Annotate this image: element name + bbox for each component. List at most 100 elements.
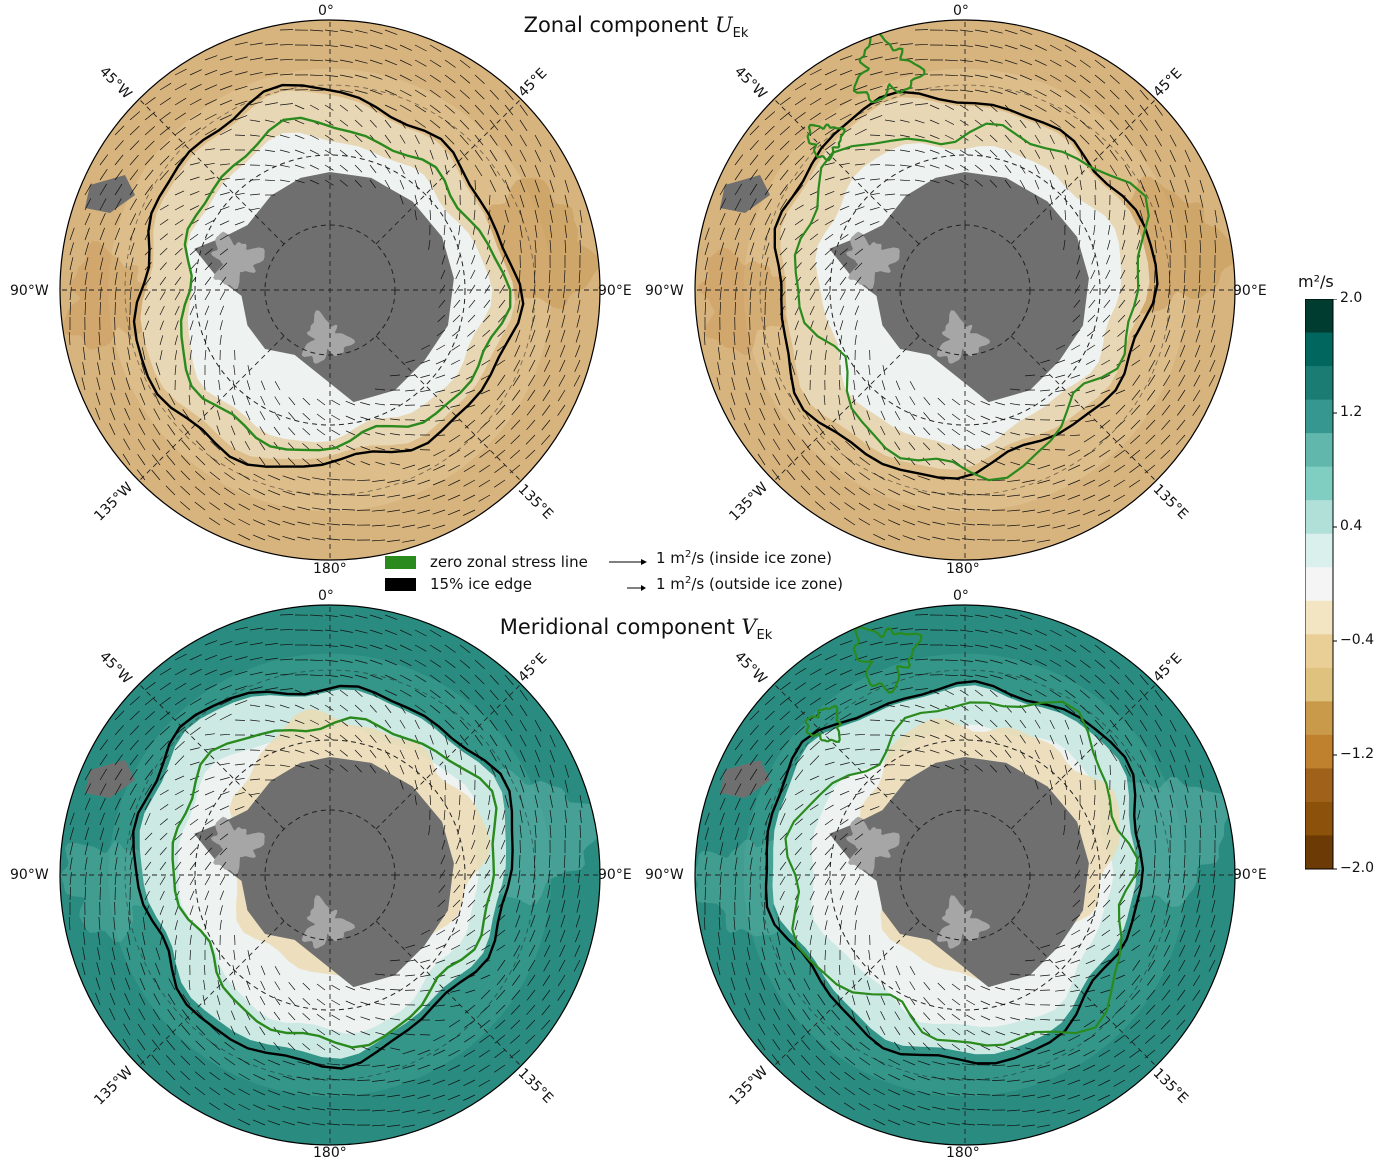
wind-vector <box>734 739 744 751</box>
wind-vector <box>360 446 371 451</box>
wind-vector <box>1129 1034 1141 1044</box>
wind-vector <box>372 1079 386 1082</box>
wind-vector <box>844 1071 856 1081</box>
wind-vector <box>432 1064 446 1071</box>
wind-vector <box>809 861 817 871</box>
wind-vector <box>745 977 751 991</box>
wind-vector <box>772 1039 781 1051</box>
wind-vector <box>264 43 278 46</box>
wind-vector <box>504 164 512 177</box>
wind-vector <box>1183 854 1186 869</box>
wind-vector <box>224 487 236 496</box>
wind-vector <box>974 164 984 172</box>
wind-vector <box>253 488 266 496</box>
wind-vector <box>450 404 461 408</box>
wind-vector <box>895 380 901 391</box>
wind-vector <box>1004 644 1018 650</box>
wind-vector <box>873 1073 886 1081</box>
wind-vector <box>309 74 324 77</box>
wind-vector <box>839 733 850 736</box>
wind-vector <box>159 97 171 106</box>
wind-vector <box>824 350 827 361</box>
wind-vector <box>794 141 805 151</box>
wind-vector <box>327 1108 341 1111</box>
wind-vector <box>114 242 120 256</box>
wind-vector <box>824 83 837 91</box>
wind-vector <box>1181 899 1186 913</box>
wind-vector <box>749 227 756 241</box>
colorbar-level <box>1305 533 1333 568</box>
wind-vector <box>734 169 743 181</box>
wind-vector <box>859 1057 871 1066</box>
wind-vector <box>844 1056 856 1066</box>
wind-vector <box>1178 959 1186 972</box>
wind-vector <box>576 899 581 913</box>
wind-vector <box>1085 404 1096 408</box>
wind-vector <box>112 347 116 361</box>
wind-vector <box>779 725 790 736</box>
wind-vector <box>189 697 202 706</box>
wind-vector <box>203 379 206 391</box>
wind-vector <box>974 629 988 633</box>
wind-vector <box>219 114 232 121</box>
wind-vector <box>899 102 913 106</box>
wind-vector <box>202 410 206 421</box>
wind-vector <box>195 1056 206 1066</box>
wind-vector <box>519 749 526 762</box>
wind-vector <box>558 374 566 387</box>
wind-vector <box>99 183 107 196</box>
wind-vector <box>1079 194 1082 206</box>
wind-vector <box>110 377 116 391</box>
wind-vector <box>733 916 736 931</box>
wind-vector <box>481 359 491 366</box>
wind-vector <box>1070 944 1081 950</box>
wind-vector <box>734 154 744 166</box>
wind-vector <box>249 134 260 137</box>
wind-vector <box>511 404 521 416</box>
wind-vector <box>136 469 146 481</box>
wind-vector <box>717 362 721 376</box>
wind-vector <box>1007 494 1021 497</box>
wind-vector <box>339 644 353 648</box>
wind-vector <box>451 344 461 351</box>
wind-vector <box>204 113 217 121</box>
wind-vector <box>114 272 118 286</box>
wind-vector <box>159 905 164 916</box>
wind-vector <box>1184 209 1188 223</box>
wind-vector <box>174 668 187 676</box>
wind-vector <box>216 410 221 421</box>
wind-vector <box>316 1013 326 1021</box>
wind-vector <box>839 654 853 661</box>
wind-vector <box>219 684 233 691</box>
wind-vector <box>1139 704 1148 716</box>
legend-arrow-outside-label: 1 m2/s (outside ice zone) <box>656 575 843 593</box>
wind-vector <box>189 654 202 661</box>
wind-vector <box>776 362 781 376</box>
wind-vector <box>151 1054 161 1066</box>
wind-vector <box>1197 284 1201 298</box>
wind-vector <box>204 262 213 271</box>
wind-vector <box>801 439 811 451</box>
wind-vector <box>159 804 169 811</box>
wind-vector <box>129 272 133 286</box>
wind-vector <box>249 642 263 646</box>
wind-vector <box>866 980 871 991</box>
wind-vector <box>809 233 819 241</box>
wind-vector <box>302 997 311 1006</box>
wind-vector <box>144 198 153 211</box>
wind-vector <box>384 659 398 666</box>
wind-vector <box>734 183 742 196</box>
wind-vector <box>509 1034 521 1044</box>
wind-vector <box>264 643 278 646</box>
wind-vector <box>174 127 186 136</box>
wind-vector <box>1019 164 1026 174</box>
wind-vector <box>114 287 117 301</box>
wind-vector <box>219 733 231 736</box>
wind-vector <box>339 659 353 663</box>
wind-vector <box>929 179 940 184</box>
wind-vector <box>1117 329 1126 337</box>
wind-vector <box>809 291 816 301</box>
wind-vector <box>402 524 416 528</box>
wind-vector <box>532 299 536 313</box>
wind-vector <box>1199 824 1202 839</box>
